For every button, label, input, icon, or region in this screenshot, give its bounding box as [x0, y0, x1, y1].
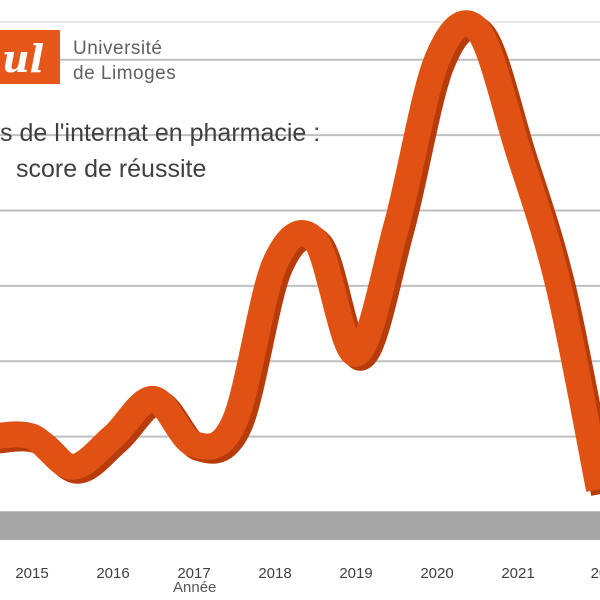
x-tick-label: 2019	[339, 565, 372, 582]
chart-title-line-2: score de réussite	[16, 155, 206, 183]
x-axis-label: Année	[173, 579, 216, 596]
x-tick-label: 2017	[177, 565, 210, 582]
chart-floor	[0, 512, 600, 540]
x-tick-label: 2020	[420, 565, 453, 582]
logo-line-2: de Limoges	[73, 63, 176, 84]
series-line	[0, 10, 600, 492]
logo-mark-icon	[0, 30, 60, 84]
data-ribbon	[0, 10, 600, 496]
chart-title-line-1: s de l'internat en pharmacie :	[0, 119, 320, 147]
x-tick-label: 2016	[96, 565, 129, 582]
logo-line-1: Université	[73, 38, 162, 59]
logo-mark-letters: ul	[2, 36, 44, 81]
x-axis-ticks: 2015 2016 2017 2018 2019 2020 2021 20	[15, 565, 600, 582]
x-tick-label: 2015	[15, 565, 48, 582]
university-logo: ul Université de Limoges	[0, 30, 176, 84]
x-tick-label: 2021	[501, 565, 534, 582]
x-tick-label: 20	[591, 565, 600, 582]
x-tick-label: 2018	[258, 565, 291, 582]
